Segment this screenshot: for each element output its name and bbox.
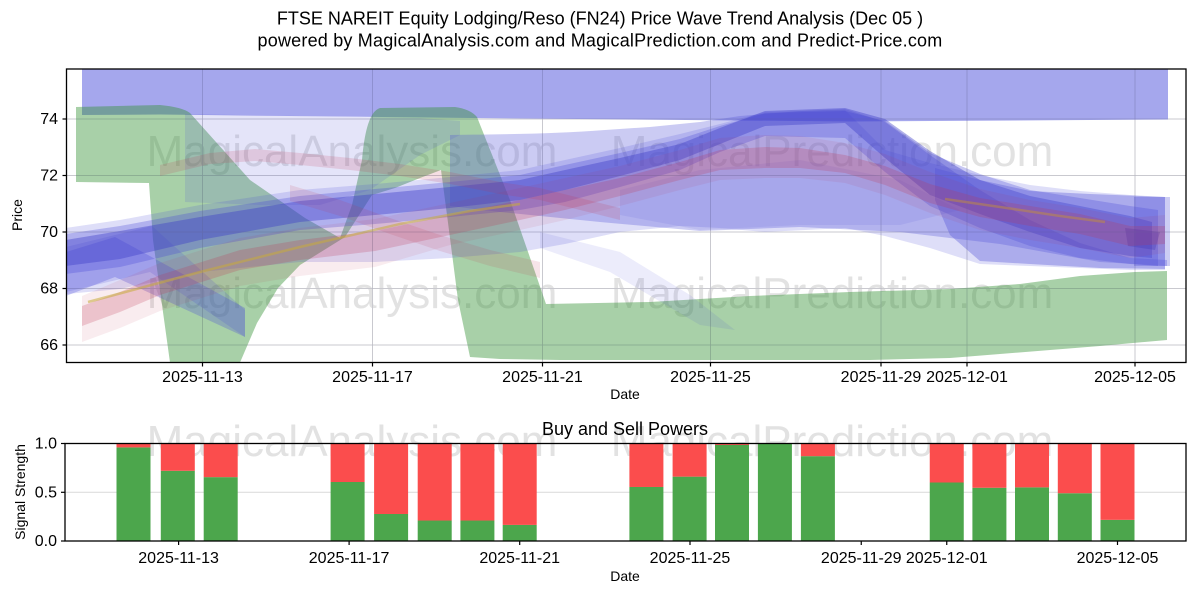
svg-text:72: 72 (40, 168, 58, 185)
svg-text:70: 70 (40, 224, 58, 241)
svg-text:0.0: 0.0 (35, 533, 57, 550)
svg-text:MagicalPrediction.com: MagicalPrediction.com (611, 127, 1054, 176)
svg-text:powered by MagicalAnalysis.com: powered by MagicalAnalysis.com and Magic… (258, 31, 943, 51)
svg-text:FTSE NAREIT Equity Lodging/Res: FTSE NAREIT Equity Lodging/Reso (FN24) P… (277, 9, 923, 29)
svg-text:2025-12-01: 2025-12-01 (906, 550, 988, 567)
svg-text:MagicalAnalysis.com: MagicalAnalysis.com (147, 127, 558, 176)
svg-text:MagicalAnalysis.com: MagicalAnalysis.com (147, 269, 558, 318)
svg-text:2025-11-21: 2025-11-21 (502, 369, 583, 386)
svg-text:2025-11-29: 2025-11-29 (821, 550, 902, 567)
svg-text:68: 68 (40, 281, 58, 298)
svg-text:Signal Strength: Signal Strength (12, 444, 28, 540)
svg-text:Price: Price (9, 199, 25, 231)
svg-text:Date: Date (610, 568, 640, 584)
svg-text:MagicalPrediction.com: MagicalPrediction.com (611, 269, 1054, 318)
svg-text:Buy and Sell Powers: Buy and Sell Powers (542, 419, 708, 439)
svg-text:2025-11-13: 2025-11-13 (138, 550, 219, 567)
svg-text:2025-12-05: 2025-12-05 (1077, 550, 1159, 567)
svg-text:2025-12-05: 2025-12-05 (1094, 369, 1176, 386)
svg-text:2025-11-29: 2025-11-29 (841, 369, 922, 386)
svg-text:2025-11-25: 2025-11-25 (670, 369, 751, 386)
svg-text:66: 66 (40, 337, 58, 354)
svg-text:Date: Date (610, 386, 640, 402)
svg-text:1.0: 1.0 (35, 436, 57, 453)
svg-text:2025-11-17: 2025-11-17 (332, 369, 413, 386)
svg-text:2025-11-13: 2025-11-13 (162, 369, 243, 386)
svg-text:2025-12-01: 2025-12-01 (926, 369, 1008, 386)
svg-text:0.5: 0.5 (35, 484, 57, 501)
svg-text:2025-11-25: 2025-11-25 (650, 550, 731, 567)
svg-text:2025-11-17: 2025-11-17 (309, 550, 390, 567)
svg-text:2025-11-21: 2025-11-21 (479, 550, 560, 567)
svg-text:74: 74 (40, 111, 58, 128)
